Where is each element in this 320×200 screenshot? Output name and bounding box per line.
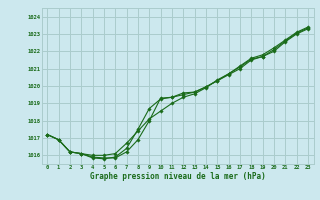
X-axis label: Graphe pression niveau de la mer (hPa): Graphe pression niveau de la mer (hPa) — [90, 172, 266, 181]
